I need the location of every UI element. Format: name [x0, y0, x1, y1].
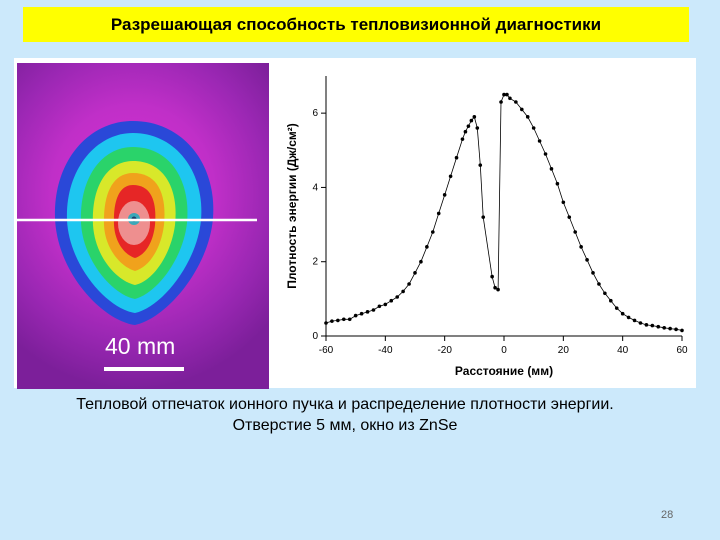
- x-tick-label: 40: [617, 345, 629, 356]
- data-point: [543, 152, 548, 156]
- figure-panel: 40 mm -60 -40 -20 0 20 40 60 0 2 4 6 Расстояние (мм…: [14, 58, 696, 389]
- data-point: [407, 282, 411, 286]
- data-point: [383, 302, 388, 307]
- data-point: [561, 200, 566, 205]
- x-tick-label: -40: [378, 345, 393, 356]
- data-point: [579, 245, 583, 249]
- thermal-image: 40 mm: [17, 63, 269, 389]
- figure-caption: Тепловой отпечаток ионного пучка и распр…: [0, 394, 690, 436]
- data-point: [466, 124, 471, 128]
- data-point: [463, 129, 468, 134]
- page-number: 28: [661, 509, 674, 521]
- series-line: [325, 94, 683, 331]
- scale-label: 40 mm: [105, 333, 176, 359]
- data-point: [638, 321, 643, 325]
- data-point: [472, 115, 477, 119]
- data-point: [493, 285, 497, 290]
- caption-line-1: Тепловой отпечаток ионного пучка и распр…: [76, 396, 614, 413]
- data-point: [680, 328, 684, 333]
- data-point: [531, 126, 536, 130]
- y-tick-label: 0: [312, 331, 318, 342]
- data-point: [359, 311, 364, 316]
- data-point: [505, 92, 509, 97]
- data-point: [585, 258, 589, 262]
- data-point: [353, 313, 358, 318]
- data-point: [650, 323, 655, 328]
- data-point: [656, 324, 661, 329]
- y-tick-label: 4: [312, 182, 318, 193]
- data-point: [324, 321, 328, 325]
- data-point: [591, 271, 595, 275]
- data-point: [620, 311, 625, 316]
- data-point: [395, 295, 399, 299]
- y-tick-label: 6: [312, 108, 318, 119]
- x-tick-label: 20: [558, 345, 570, 356]
- data-point: [525, 115, 530, 119]
- data-point: [460, 137, 465, 141]
- data-point: [626, 315, 631, 320]
- data-point: [668, 326, 672, 331]
- data-point: [632, 318, 637, 323]
- x-tick-label: 60: [676, 345, 688, 356]
- x-tick-label: -20: [437, 345, 452, 356]
- data-point: [499, 100, 503, 104]
- data-point: [567, 215, 572, 219]
- data-point: [520, 107, 524, 112]
- data-point: [603, 291, 607, 296]
- data-point: [377, 304, 382, 309]
- data-point: [336, 318, 340, 323]
- data-point: [389, 298, 394, 303]
- data-point: [475, 126, 480, 130]
- data-point: [597, 282, 601, 286]
- data-point: [490, 274, 494, 279]
- data-point: [436, 211, 441, 216]
- data-point: [644, 323, 649, 327]
- data-point: [365, 310, 370, 314]
- data-point: [425, 245, 429, 249]
- data-point: [514, 100, 518, 104]
- data-point: [478, 163, 483, 167]
- data-point: [549, 167, 554, 171]
- x-tick-label: 0: [501, 345, 507, 356]
- energy-density-chart: -60 -40 -20 0 20 40 60 0 2 4 6 Расстояние (мм) Плотн…: [285, 76, 688, 378]
- data-point: [469, 118, 474, 123]
- data-point: [347, 317, 352, 322]
- data-point: [342, 317, 346, 322]
- data-point: [330, 319, 334, 323]
- data-point: [537, 139, 542, 143]
- data-point: [614, 306, 619, 310]
- y-axis-title: Плотность энергии (Дж/см²): [285, 123, 299, 289]
- data-point: [413, 271, 417, 275]
- data-point: [431, 230, 435, 234]
- data-point: [448, 174, 453, 179]
- caption-line-2: Отверстие 5 мм, окно из ZnSe: [232, 417, 458, 434]
- y-tick-label: 2: [312, 257, 318, 268]
- data-point: [454, 155, 459, 160]
- data-point: [502, 92, 506, 97]
- x-tick-label: -60: [319, 345, 334, 356]
- data-point: [508, 96, 512, 101]
- data-point: [419, 259, 423, 264]
- data-point: [496, 287, 500, 292]
- slide-title: Разрешающая способность тепловизионной д…: [110, 14, 602, 34]
- data-point: [674, 327, 678, 332]
- data-point: [662, 326, 666, 330]
- data-point: [442, 193, 447, 197]
- data-point: [555, 181, 560, 186]
- data-point: [371, 308, 376, 312]
- x-axis-title: Расстояние (мм): [455, 364, 553, 378]
- data-point: [609, 298, 613, 303]
- data-point: [481, 215, 486, 219]
- slide-title-bar: Разрешающая способность тепловизионной д…: [23, 7, 689, 42]
- data-point: [573, 230, 577, 234]
- thermal-contours: [17, 121, 257, 325]
- data-point: [401, 289, 405, 294]
- scale-bar: [104, 367, 184, 371]
